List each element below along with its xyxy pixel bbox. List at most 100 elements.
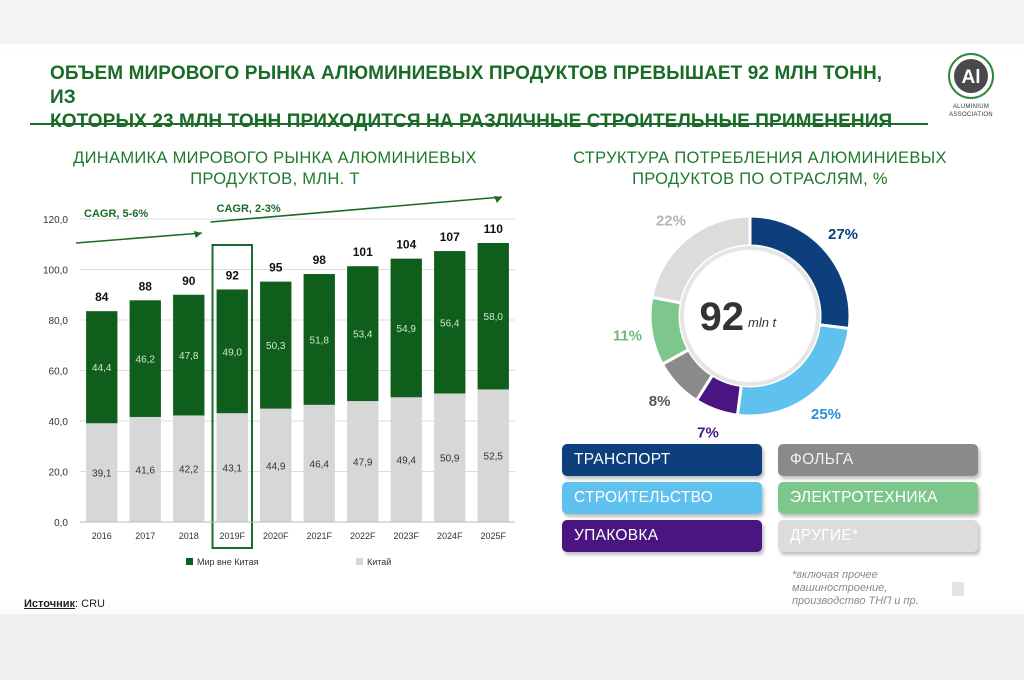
- x-tick-label: 2016: [92, 531, 112, 541]
- data-label-world-ex-china: 53,4: [353, 330, 373, 341]
- donut-center-unit: mln t: [748, 315, 778, 330]
- cagr-arrowhead-1: [193, 231, 202, 238]
- legend-item-2: УПАКОВКА: [562, 520, 762, 552]
- y-tick-label: 100,0: [43, 266, 68, 277]
- footnote: *включая прочее машиностроение, производ…: [792, 569, 919, 607]
- bar-world-ex-china: [390, 258, 422, 398]
- legend-label-china: Китай: [367, 557, 391, 567]
- data-label-china: 44,9: [266, 461, 286, 472]
- x-tick-label: 2017: [135, 531, 155, 541]
- headline-line-1: ОБЪЕМ МИРОВОГО РЫНКА АЛЮМИНИЕВЫХ ПРОДУКТ…: [50, 63, 883, 108]
- headline: ОБЪЕМ МИРОВОГО РЫНКА АЛЮМИНИЕВЫХ ПРОДУКТ…: [50, 62, 910, 134]
- bar-world-ex-china: [347, 266, 379, 402]
- data-label-world-ex-china: 49,0: [223, 347, 243, 358]
- bar-china: [86, 423, 118, 522]
- bar-world-ex-china: [303, 274, 335, 405]
- x-tick-label: 2019F: [219, 531, 245, 541]
- bar-world-ex-china: [173, 294, 205, 416]
- legend-swatch-china: [356, 558, 363, 565]
- legend-swatch-world-ex-china: [186, 558, 193, 565]
- bar-world-ex-china: [477, 242, 509, 390]
- donut-chart-title-line-2: ПРОДУКТОВ ПО ОТРАСЛЯМ, %: [632, 170, 888, 188]
- source-note: Источник: CRU: [24, 598, 105, 610]
- bar-china: [303, 404, 335, 522]
- bar-china: [477, 389, 509, 522]
- data-label-china: 49,4: [397, 456, 417, 467]
- y-tick-label: 60,0: [49, 367, 69, 378]
- cagr-arrow-2: [210, 196, 503, 223]
- legend-item-4: ЭЛЕКТРОТЕХНИКА: [778, 482, 978, 514]
- data-label-china: 50,9: [440, 454, 460, 465]
- donut-slice-label: 7%: [697, 425, 719, 442]
- bar-china: [173, 415, 205, 522]
- logo-disc: [954, 59, 988, 93]
- data-label-china: 42,2: [179, 465, 199, 476]
- legend-item-5: ДРУГИЕ*: [778, 520, 978, 552]
- bar-world-ex-china: [260, 281, 292, 409]
- x-tick-label: 2024F: [437, 531, 463, 541]
- legend-item-3: ФОЛЬГА: [778, 444, 978, 476]
- total-label: 104: [396, 238, 416, 252]
- bar-chart-title-line-1: ДИНАМИКА МИРОВОГО РЫНКА АЛЮМИНИЕВЫХ: [73, 149, 477, 167]
- source-label: Источник: [24, 598, 76, 610]
- highlight-frame-2019f: [211, 244, 253, 549]
- data-label-china: 47,9: [353, 458, 373, 469]
- cagr-label-1: CAGR, 5-6%: [84, 208, 148, 220]
- y-tick-label: 20,0: [49, 468, 69, 479]
- bar-chart-title-line-2: ПРОДУКТОВ, МЛН. Т: [190, 170, 360, 188]
- stacked-bar-chart: 0,0 20,0 40,0 60,0 80,0 100,0 120,0 39,1 44,4 84 2…: [43, 196, 515, 567]
- total-label: 84: [95, 290, 109, 304]
- donut-chart-title: СТРУКТУРА ПОТРЕБЛЕНИЯ АЛЮМИНИЕВЫХ ПРОДУК…: [540, 148, 980, 190]
- headline-line-2: КОТОРЫХ 23 МЛН ТОНН ПРИХОДИТСЯ НА РАЗЛИЧ…: [50, 111, 893, 132]
- data-label-china: 43,1: [223, 464, 243, 475]
- donut-center-value: 92: [700, 295, 745, 339]
- donut-slice-label: 27%: [828, 226, 858, 243]
- bar-chart-title: ДИНАМИКА МИРОВОГО РЫНКА АЛЮМИНИЕВЫХ ПРОД…: [40, 148, 510, 190]
- x-tick-label: 2018: [179, 531, 199, 541]
- bottom-band: [0, 614, 1024, 680]
- y-tick-label: 40,0: [49, 417, 69, 428]
- y-tick-label: 120,0: [43, 215, 68, 226]
- x-tick-label: 2025F: [480, 531, 506, 541]
- x-tick-label: 2020F: [263, 531, 289, 541]
- cagr-arrow-1: [75, 232, 202, 244]
- bar-world-ex-china: [216, 289, 248, 414]
- bar-world-ex-china: [129, 300, 161, 417]
- headline-divider: [30, 123, 928, 125]
- bar-china: [129, 416, 161, 522]
- data-label-china: 52,5: [484, 452, 504, 463]
- data-label-world-ex-china: 50,3: [266, 341, 286, 352]
- total-label: 110: [484, 222, 504, 236]
- cagr-label-2: CAGR, 2-3%: [217, 203, 281, 215]
- data-label-world-ex-china: 46,2: [136, 355, 156, 366]
- donut-slice-label: 11%: [613, 327, 642, 344]
- bar-china: [216, 413, 248, 522]
- data-label-china: 41,6: [136, 465, 156, 476]
- top-band: [0, 0, 1024, 44]
- footnote-marker: [952, 582, 964, 596]
- donut-slice-label: 22%: [656, 212, 686, 229]
- legend-item-1: СТРОИТЕЛЬСТВО: [562, 482, 762, 514]
- donut-chart-title-line-1: СТРУКТУРА ПОТРЕБЛЕНИЯ АЛЮМИНИЕВЫХ: [573, 149, 947, 167]
- y-tick-label: 0,0: [54, 518, 68, 529]
- logo-text-line-2: ASSOCIATION: [949, 112, 993, 118]
- donut-chart: 27% 25% 7% 8% 11% 22% 92 mln t: [613, 212, 858, 442]
- cagr-arrowhead-2: [493, 196, 502, 203]
- total-label: 90: [182, 274, 196, 288]
- x-tick-label: 2023F: [393, 531, 419, 541]
- bar-china: [434, 393, 466, 522]
- y-tick-label: 80,0: [49, 316, 69, 327]
- legend-label-world-ex-china: Мир вне Китая: [197, 557, 259, 567]
- bar-china: [260, 408, 292, 522]
- logo-monogram: Al: [962, 67, 981, 88]
- bar-world-ex-china: [434, 251, 466, 394]
- data-label-world-ex-china: 44,4: [92, 363, 112, 374]
- aluminium-association-logo: Al ALUMINIUM ASSOCIATION: [948, 53, 994, 118]
- bar-china: [390, 397, 422, 522]
- data-label-world-ex-china: 47,8: [179, 351, 199, 362]
- logo-ring: [948, 53, 994, 99]
- total-label: 92: [226, 268, 240, 282]
- source-value: : CRU: [75, 598, 105, 610]
- bar-china: [347, 401, 379, 522]
